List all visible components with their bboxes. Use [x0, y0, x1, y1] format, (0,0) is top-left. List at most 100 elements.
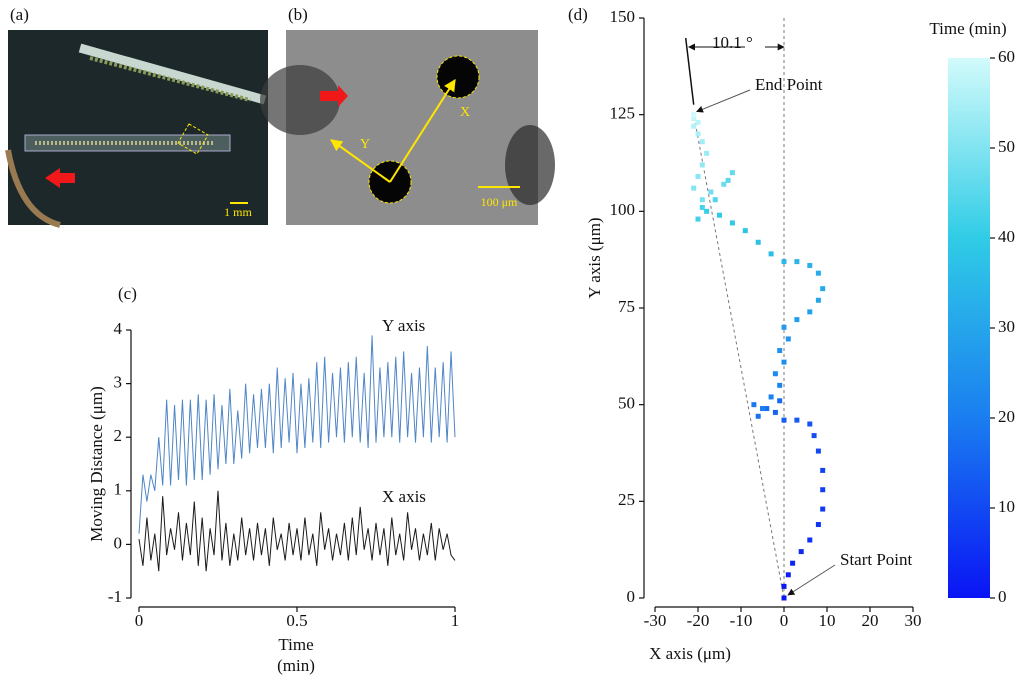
- panel-label: (a): [10, 5, 29, 24]
- point: [807, 422, 812, 427]
- point: [773, 371, 778, 376]
- x-tick-label: 0: [780, 611, 789, 630]
- x-tick-label: 30: [905, 611, 922, 630]
- point: [700, 139, 705, 144]
- point: [764, 406, 769, 411]
- shadow: [505, 125, 555, 205]
- point: [696, 132, 701, 137]
- point: [760, 406, 765, 411]
- panel-label: (c): [118, 284, 137, 303]
- point: [730, 170, 735, 175]
- point: [726, 178, 731, 183]
- x-tick-label: -10: [730, 611, 753, 630]
- point: [816, 271, 821, 276]
- arrow-label: Y: [360, 137, 370, 152]
- point: [782, 596, 787, 601]
- angle-line: [686, 38, 694, 105]
- y-tick-label: 150: [610, 7, 636, 26]
- x-tick-label: -20: [687, 611, 710, 630]
- y-tick-label: 3: [114, 373, 123, 392]
- scale-label: 100 μm: [481, 195, 518, 209]
- point: [751, 402, 756, 407]
- point: [786, 572, 791, 577]
- x-tick-label: 0.5: [286, 611, 307, 630]
- y-tick-label: 100: [610, 200, 636, 219]
- y-tick-label: 125: [610, 104, 636, 123]
- y-tick-label: 1: [114, 480, 123, 499]
- figure: (a) 1 mm (b) Y X 100 μm (c) (d) -1012340…: [0, 0, 1022, 685]
- point: [700, 205, 705, 210]
- point: [756, 240, 761, 245]
- point: [704, 209, 709, 214]
- x-axis-label: (min): [277, 656, 315, 675]
- point: [790, 561, 795, 566]
- point: [782, 259, 787, 264]
- point: [743, 228, 748, 233]
- photo-a: [8, 30, 268, 225]
- point: [777, 348, 782, 353]
- point: [700, 197, 705, 202]
- y-tick-label: 50: [618, 394, 635, 413]
- point: [794, 259, 799, 264]
- colorbar-tick-label: 0: [998, 587, 1007, 606]
- point: [820, 487, 825, 492]
- y-tick-label: -1: [108, 587, 122, 606]
- point: [777, 383, 782, 388]
- colorbar-tick-label: 60: [998, 47, 1015, 66]
- point: [769, 394, 774, 399]
- reference-line: [694, 115, 784, 598]
- point: [782, 418, 787, 423]
- point: [708, 190, 713, 195]
- x-axis-label: X axis (μm): [649, 644, 731, 663]
- x-tick-label: 20: [862, 611, 879, 630]
- point: [691, 124, 696, 129]
- x-tick-label: -30: [644, 611, 667, 630]
- point: [691, 112, 696, 117]
- colorbar-tick-label: 10: [998, 497, 1015, 516]
- pointer: [697, 90, 750, 112]
- point: [794, 418, 799, 423]
- point: [717, 213, 722, 218]
- x-tick-label: 10: [819, 611, 836, 630]
- x-axis-label: Time: [278, 635, 313, 654]
- point: [704, 151, 709, 156]
- point: [782, 325, 787, 330]
- point: [816, 298, 821, 303]
- point: [696, 174, 701, 179]
- colorbar: [948, 58, 990, 598]
- point: [807, 309, 812, 314]
- colorbar-tick-label: 40: [998, 227, 1015, 246]
- y-axis-label: Y axis (μm): [585, 217, 604, 298]
- y-tick-label: 75: [618, 297, 635, 316]
- well: [437, 56, 479, 98]
- point: [730, 220, 735, 225]
- point: [696, 217, 701, 222]
- point: [794, 317, 799, 322]
- y-axis-label: Moving Distance (μm): [87, 386, 106, 541]
- point: [691, 186, 696, 191]
- point: [773, 410, 778, 415]
- angle-label: 10.1 °: [712, 33, 753, 52]
- panel-label: (d): [568, 5, 588, 24]
- x-tick-label: 1: [451, 611, 460, 630]
- point: [807, 263, 812, 268]
- end-label: End Point: [755, 75, 823, 94]
- y-tick-label: 25: [618, 490, 635, 509]
- point: [816, 522, 821, 527]
- point: [769, 251, 774, 256]
- colorbar-tick-label: 20: [998, 407, 1015, 426]
- colorbar-tick-label: 50: [998, 137, 1015, 156]
- x-tick-label: 0: [135, 611, 144, 630]
- point: [700, 162, 705, 167]
- colorbar-tick-label: 30: [998, 317, 1015, 336]
- scale-label: 1 mm: [224, 205, 252, 219]
- colorbar-label: Time (min): [929, 19, 1006, 38]
- point: [820, 507, 825, 512]
- point: [799, 549, 804, 554]
- start-label: Start Point: [840, 550, 913, 569]
- point: [816, 449, 821, 454]
- point: [782, 360, 787, 365]
- series-label: X axis: [382, 487, 426, 506]
- point: [721, 182, 726, 187]
- point: [820, 468, 825, 473]
